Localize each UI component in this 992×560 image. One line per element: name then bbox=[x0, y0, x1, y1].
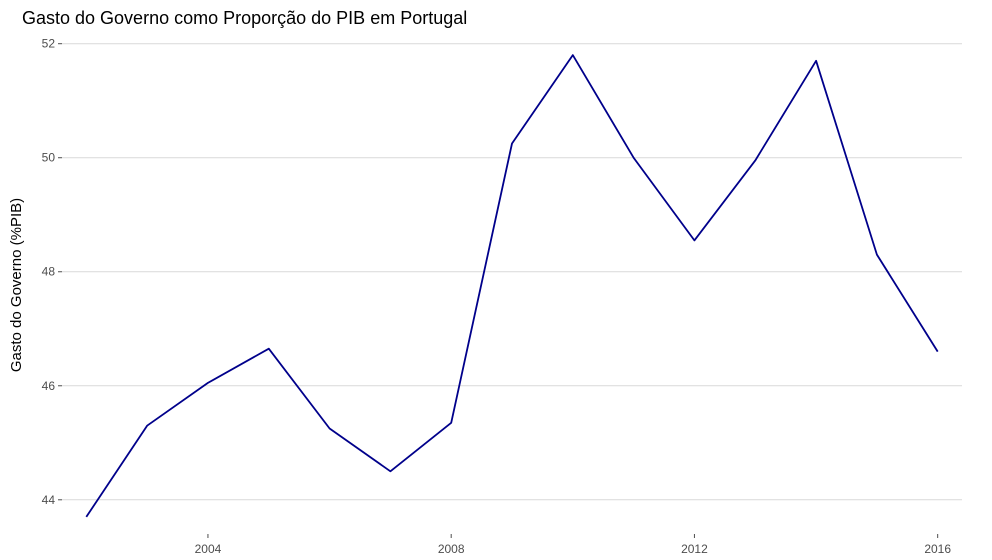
y-tick-label: 52 bbox=[42, 37, 56, 51]
series-line bbox=[85, 54, 939, 518]
x-tick-label: 2012 bbox=[681, 542, 708, 556]
y-tick-label: 48 bbox=[42, 265, 56, 279]
chart-title: Gasto do Governo como Proporção do PIB e… bbox=[22, 8, 467, 28]
y-axis-ticks: 44 46 48 50 52 bbox=[42, 37, 62, 507]
series-layer bbox=[85, 54, 939, 518]
x-tick-label: 2004 bbox=[195, 542, 222, 556]
y-tick-label: 50 bbox=[42, 151, 56, 165]
x-axis-ticks: 2004 2008 2012 2016 bbox=[195, 534, 951, 556]
x-tick-label: 2008 bbox=[438, 542, 465, 556]
x-tick-label: 2016 bbox=[924, 542, 951, 556]
y-tick-label: 46 bbox=[42, 379, 56, 393]
y-tick-label: 44 bbox=[42, 493, 56, 507]
y-axis-label: Gasto do Governo (%PIB) bbox=[8, 198, 25, 372]
gridlines bbox=[62, 43, 962, 501]
